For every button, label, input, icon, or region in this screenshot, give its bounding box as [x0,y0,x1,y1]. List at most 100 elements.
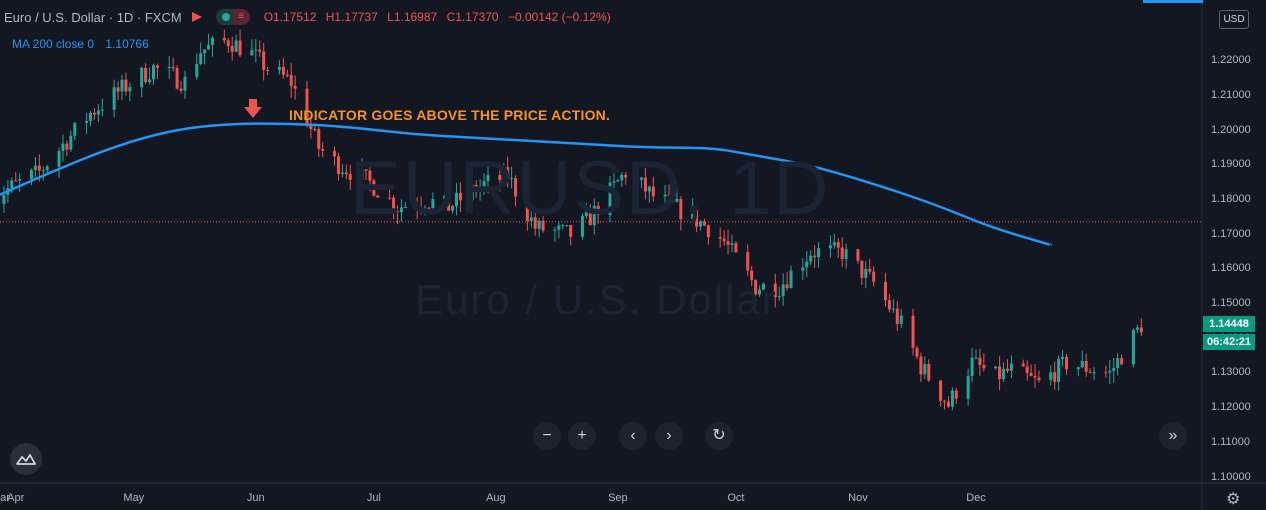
candle-body [458,192,462,201]
candle-body [10,180,14,189]
candle-body [773,283,777,298]
reset-chart-button[interactable]: ↻ [705,422,733,450]
symbol-title[interactable]: Euro / U.S. Dollar · 1D · FXCM [4,9,182,25]
countdown-label: 06:42:21 [1203,334,1255,350]
candle-body [65,143,69,150]
candle-body [376,195,380,198]
top-accent-bar [1143,0,1203,3]
currency-badge[interactable]: USD [1219,10,1249,29]
go-to-latest-button[interactable]: » [1159,422,1187,450]
candle-body [868,268,872,272]
candle-body [486,175,490,182]
candle-body [1112,368,1116,371]
candle-body [455,192,459,207]
candle-body [537,220,541,229]
candle-body [836,242,840,248]
candle-body [588,211,592,226]
candle-body [887,300,891,310]
candle-body [718,237,722,239]
flag-icon[interactable] [191,12,202,22]
watermark-name: Euro / U.S. Dollar [415,276,778,323]
candle-body [514,178,518,197]
candle-body [124,79,128,92]
scroll-right-button[interactable]: › [655,422,683,450]
buy-sell-toggle[interactable]: ≡ [215,9,250,25]
candle-body [580,215,584,237]
candle-body [478,186,482,192]
candle-body [817,248,821,258]
candle-body [285,74,289,76]
ohlc-close: C1.17370 [446,10,499,24]
candle-body [395,210,399,213]
candle-body [403,207,407,209]
watermark-symbol: EURUSD, 1D [350,146,831,231]
candle-body [230,46,234,52]
candle-body [167,66,171,68]
candle-body [525,196,529,222]
candle-body [1076,367,1080,370]
candle-body [726,241,730,245]
candle-body [840,247,844,259]
logo-icon[interactable] [10,443,42,475]
candle-body [529,217,533,222]
candle-body [29,170,33,179]
candle-body [89,112,93,121]
candle-body [510,178,514,180]
ohlc-high: H1.17737 [325,10,378,24]
candle-body [561,225,565,227]
candle-body [915,347,919,357]
candle-body [144,67,148,83]
price-tick-label: 1.15000 [1211,297,1251,309]
candle-body [92,112,96,115]
candle-body [1135,327,1139,330]
candle-body [431,199,435,208]
price-tick-label: 1.10000 [1211,470,1251,483]
candle-body [474,184,478,192]
candle-body [1104,372,1108,374]
candle-body [1088,371,1092,373]
candle-body [699,221,703,227]
candle-body [616,180,620,182]
ohlc-low: L1.16987 [387,10,438,24]
candle-body [651,186,655,197]
candle-body [100,109,104,111]
zoom-in-button[interactable]: + [568,422,596,450]
candle-body [663,194,667,197]
candle-body [451,206,455,211]
candle-body [557,225,561,230]
candle-body [238,40,242,56]
down-arrow-icon [244,99,262,118]
candle-body [592,205,596,226]
candle-body [1084,360,1088,372]
candle-body [148,79,152,83]
candle-body [321,148,325,151]
candle-body [813,255,817,258]
scroll-left-button[interactable]: ‹ [619,422,647,450]
price-tick-label: 1.13000 [1211,366,1251,379]
candle-body [96,110,100,115]
candle-body [171,66,175,69]
time-tick-label: Apr [7,492,25,504]
candlestick-series [2,29,1143,411]
candle-body [706,225,710,238]
candle-body [970,357,974,377]
candle-body [399,207,403,213]
candle-body [419,207,423,209]
mountain-icon [16,454,36,465]
candle-body [498,175,502,180]
candle-body [293,85,297,89]
candle-body [1116,358,1120,369]
settings-icon[interactable]: ⚙ [1226,491,1241,508]
candle-body [647,186,651,192]
candle-body [61,143,65,151]
candle-body [388,197,392,199]
candle-body [974,357,978,359]
candle-body [155,65,159,68]
chart-header: Euro / U.S. Dollar · 1D · FXCM ≡ O1.1751… [4,9,617,25]
zoom-out-button[interactable]: − [533,422,561,450]
candle-body [691,210,695,220]
ma-legend[interactable]: MA 200 close 0 1.10766 [12,37,149,51]
candle-body [695,210,699,227]
price-tick-label: 1.17000 [1211,227,1251,240]
candle-body [860,260,864,278]
